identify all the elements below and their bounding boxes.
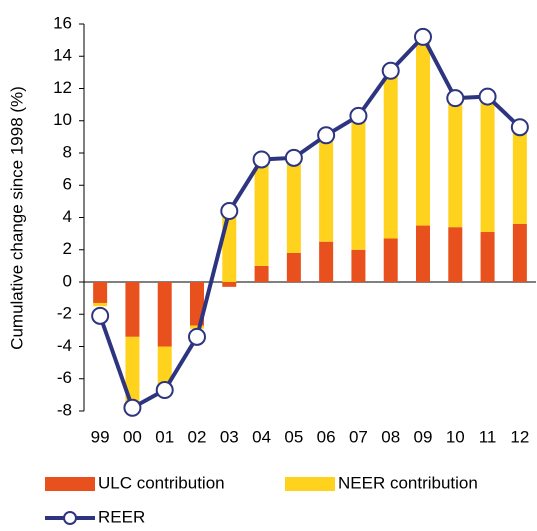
- legend-marker: [63, 511, 77, 525]
- y-tick-label: -4: [57, 336, 72, 355]
- marker: [414, 27, 432, 46]
- bar: [125, 336, 140, 407]
- y-tick-label: 2: [63, 239, 72, 258]
- bar: [480, 96, 495, 233]
- bar: [416, 225, 430, 282]
- bar: [286, 252, 301, 282]
- bar: [125, 282, 140, 337]
- bar: [351, 249, 366, 282]
- legend-swatch: [285, 477, 335, 491]
- bar: [190, 325, 204, 329]
- y-tick-label: 0: [63, 271, 72, 290]
- marker: [123, 398, 142, 417]
- x-tick-label: 07: [349, 427, 368, 446]
- bar: [383, 70, 398, 239]
- bar: [448, 98, 463, 228]
- marker: [252, 150, 271, 169]
- bar: [93, 302, 108, 307]
- bar: [190, 282, 204, 326]
- bar: [480, 232, 495, 282]
- x-tick-label: 03: [220, 427, 239, 446]
- bar: [319, 135, 334, 242]
- legend-swatch: [45, 477, 95, 491]
- legend-label: NEER contribution: [338, 473, 478, 492]
- y-tick-label: 8: [63, 142, 72, 161]
- marker: [188, 327, 206, 346]
- x-tick-label: 11: [479, 427, 497, 446]
- legend-label: ULC contribution: [98, 473, 225, 492]
- bar: [157, 346, 172, 391]
- x-tick-label: 06: [317, 427, 336, 446]
- bar: [351, 115, 366, 250]
- legend-label: REER: [98, 507, 145, 526]
- bar: [222, 211, 237, 282]
- x-tick-label: 10: [446, 427, 465, 446]
- marker: [510, 118, 529, 137]
- y-tick-label: -2: [57, 304, 72, 323]
- y-tick-label: 6: [63, 175, 72, 194]
- bar: [448, 227, 463, 282]
- bar: [222, 282, 237, 287]
- y-tick-label: -6: [57, 368, 72, 387]
- y-tick-label: 14: [53, 46, 72, 65]
- x-tick-label: 09: [414, 427, 433, 446]
- bar: [319, 241, 334, 282]
- x-tick-label: 02: [188, 427, 207, 446]
- bar: [93, 282, 108, 303]
- marker: [349, 106, 368, 125]
- bar: [254, 159, 269, 266]
- line: [98, 33, 522, 411]
- marker: [446, 89, 465, 108]
- bar: [512, 127, 527, 224]
- marker: [220, 202, 239, 221]
- x-tick-label: 08: [381, 427, 400, 446]
- bar: [286, 157, 301, 253]
- y-axis-label: Cumulative change since 1998 (%): [7, 86, 26, 350]
- y-tick-label: 10: [53, 110, 72, 129]
- x-tick-label: 04: [252, 427, 271, 446]
- x-tick-label: 01: [155, 427, 174, 446]
- x-tick-label: 12: [510, 427, 529, 446]
- bar: [254, 265, 269, 282]
- marker: [91, 306, 110, 325]
- bar: [512, 223, 527, 282]
- y-tick-label: 16: [53, 13, 72, 32]
- bar: [383, 238, 398, 282]
- marker: [478, 87, 497, 106]
- bar: [157, 282, 172, 347]
- y-tick-label: 4: [63, 207, 72, 226]
- x-tick-label: 99: [91, 427, 110, 446]
- marker: [381, 61, 400, 80]
- bar: [416, 36, 430, 226]
- x-tick-label: 00: [123, 427, 142, 446]
- marker: [284, 148, 303, 167]
- marker: [155, 381, 174, 400]
- x-tick-label: 05: [284, 427, 303, 446]
- y-tick-label: 12: [53, 78, 72, 97]
- y-tick-label: -8: [57, 400, 72, 419]
- marker: [317, 126, 336, 145]
